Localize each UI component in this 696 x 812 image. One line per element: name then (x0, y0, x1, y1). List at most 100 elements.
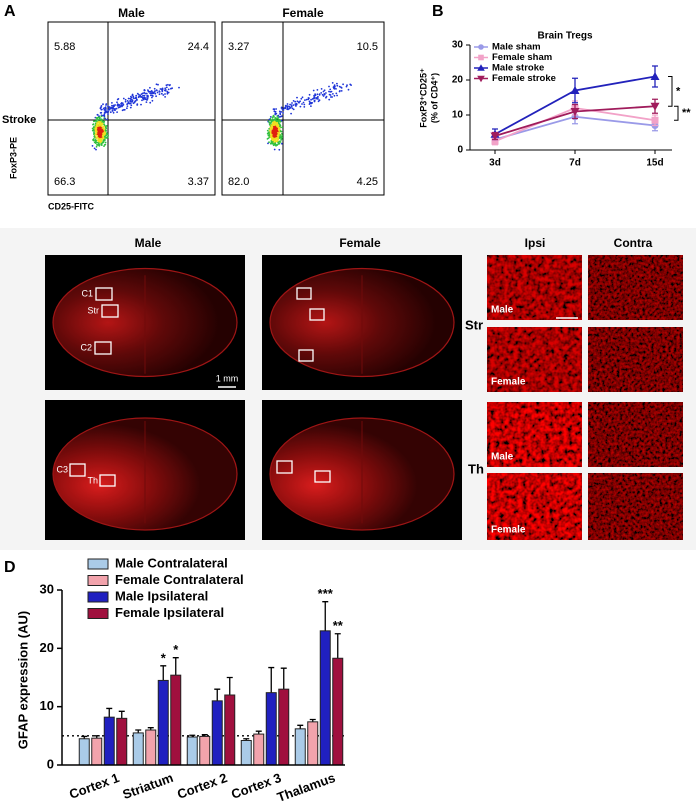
dot (316, 93, 319, 96)
dot (289, 103, 291, 106)
dot (102, 114, 104, 117)
dot (329, 88, 332, 91)
dot (130, 96, 133, 99)
panel-label: B (432, 3, 444, 20)
dot (100, 132, 102, 134)
dot (271, 119, 274, 121)
dot (322, 95, 325, 97)
dot (269, 136, 272, 138)
dot (104, 107, 106, 109)
dot (272, 123, 274, 126)
tile-label: Female (491, 525, 526, 536)
dot (103, 108, 106, 111)
dot (116, 111, 118, 113)
dot (279, 134, 282, 137)
dot (318, 93, 321, 96)
dot (168, 84, 171, 87)
dot (167, 91, 170, 94)
dot (119, 105, 122, 108)
dot (304, 99, 306, 101)
dot (308, 100, 311, 103)
dot (154, 92, 157, 95)
micrograph-contra (588, 327, 683, 392)
dot (97, 121, 99, 124)
dot (303, 106, 306, 108)
dot (93, 131, 95, 134)
dot (126, 100, 129, 102)
x-tick-label: Cortex 3 (229, 770, 283, 802)
dot (93, 130, 95, 132)
dot (301, 96, 304, 99)
dot (290, 104, 293, 106)
dot (286, 106, 289, 109)
dot (271, 116, 274, 119)
region-box (314, 470, 331, 483)
legend-label: Male stroke (492, 63, 544, 74)
dot (294, 100, 297, 103)
micrograph-contra (588, 402, 683, 467)
dot (98, 145, 101, 147)
dot (94, 120, 96, 122)
dot (102, 128, 105, 130)
error-bar (226, 676, 233, 695)
dot (100, 125, 103, 128)
dot (129, 106, 132, 109)
dot (333, 87, 335, 90)
dot (116, 101, 118, 104)
dot (270, 119, 272, 122)
dot (312, 97, 315, 100)
dot (106, 118, 109, 121)
dot (314, 93, 316, 95)
dot (165, 84, 168, 87)
bar (116, 717, 128, 766)
dot (123, 108, 126, 111)
micrograph-contra (588, 255, 683, 320)
bar (211, 700, 223, 766)
dot (292, 100, 295, 102)
dot (345, 85, 348, 88)
dot (269, 116, 272, 118)
dot (270, 128, 273, 131)
quadrant-value: 5.88 (54, 41, 75, 53)
error-bar (118, 710, 125, 719)
dot (347, 88, 350, 91)
dot (105, 104, 107, 106)
quadrant-value: 10.5 (357, 41, 378, 53)
dot (105, 137, 108, 139)
dot (270, 142, 272, 145)
dot (130, 104, 133, 107)
y-tick-label: 20 (40, 640, 54, 655)
dot (317, 95, 319, 98)
dot (97, 126, 99, 129)
dot (278, 110, 281, 113)
dot (109, 111, 112, 114)
bar (170, 674, 182, 766)
dot (133, 101, 136, 104)
dot (296, 100, 299, 103)
quadrant-value: 24.4 (188, 41, 209, 53)
region-box (69, 463, 86, 477)
dot (333, 84, 336, 86)
scale-label: 1 mm (216, 373, 239, 383)
dot (336, 84, 339, 87)
plot-frame (47, 21, 216, 196)
dot (96, 113, 99, 116)
error-bar (297, 724, 304, 729)
error-bar (268, 666, 275, 693)
dot (147, 96, 150, 98)
micrograph-contra (588, 473, 683, 540)
dot (131, 94, 134, 97)
x-tick-label: 7d (569, 158, 581, 169)
dot (302, 101, 305, 104)
dot (95, 117, 98, 119)
region-box (276, 460, 293, 474)
bar (332, 657, 344, 766)
dot (276, 138, 278, 140)
y-axis-label: GFAP expression (AU) (15, 611, 30, 749)
dot (95, 132, 98, 134)
dot (109, 106, 111, 109)
significance-label: *** (318, 586, 334, 601)
dot (279, 120, 282, 123)
dot (279, 130, 282, 133)
legend-label: Male Contralateral (115, 555, 228, 570)
